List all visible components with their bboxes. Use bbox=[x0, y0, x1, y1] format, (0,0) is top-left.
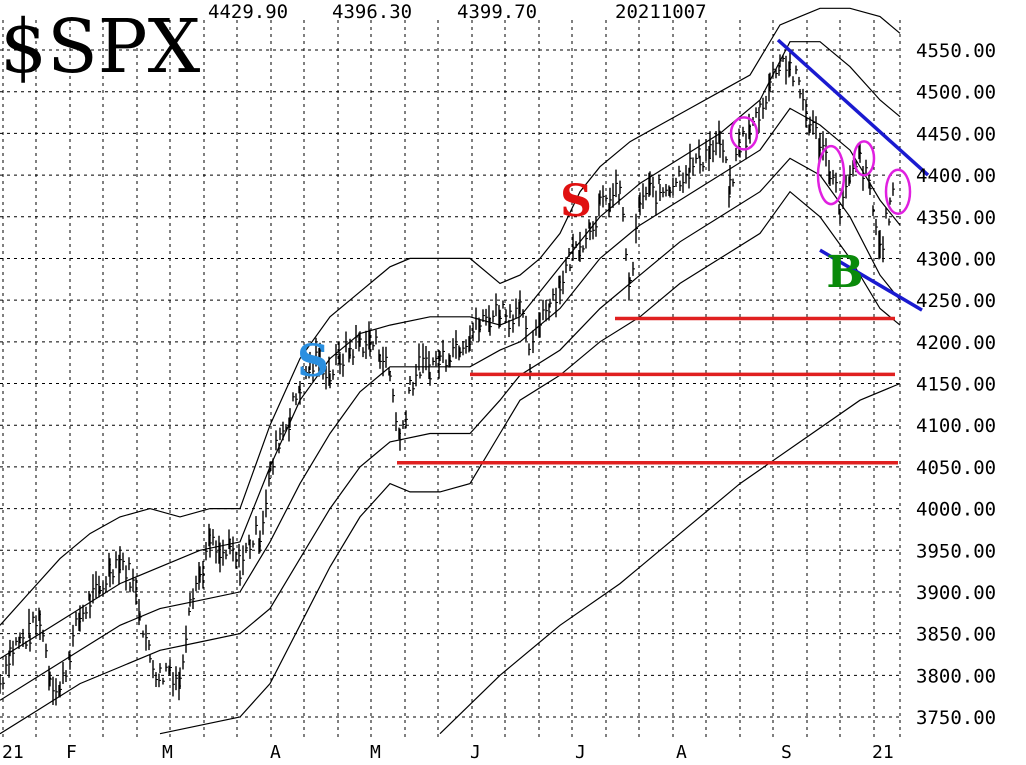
y-tick-label: 4000.00 bbox=[916, 499, 996, 521]
middle-band-line bbox=[0, 107, 901, 701]
signal-label: B bbox=[826, 247, 863, 298]
trend-line bbox=[776, 38, 930, 177]
signal-label: S bbox=[297, 336, 329, 387]
chart-title: $SPX bbox=[0, 4, 201, 90]
y-tick-label: 4400.00 bbox=[916, 165, 996, 187]
x-tick-label: 21 bbox=[872, 742, 894, 763]
x-tick-label: A bbox=[270, 742, 281, 763]
x-tick-label: F bbox=[66, 742, 77, 763]
x-tick-label: J bbox=[575, 742, 586, 763]
y-tick-label: 4500.00 bbox=[916, 82, 996, 104]
highlight-ellipse bbox=[816, 144, 846, 206]
x-tick-label: A bbox=[676, 742, 687, 763]
upper-band-line bbox=[0, 7, 901, 626]
x-tick-label: S bbox=[781, 742, 792, 763]
long-moving-average-line bbox=[439, 382, 901, 735]
header-low: 4396.30 bbox=[332, 1, 412, 23]
y-tick-label: 3800.00 bbox=[916, 665, 996, 687]
x-tick-label: 21 bbox=[2, 742, 24, 763]
y-tick-label: 4550.00 bbox=[916, 40, 996, 62]
lower-band-line bbox=[159, 190, 901, 735]
annotations: S S B bbox=[297, 38, 930, 465]
y-tick-label: 4350.00 bbox=[916, 207, 996, 229]
header-date: 20211007 bbox=[615, 1, 707, 23]
y-tick-label: 4450.00 bbox=[916, 123, 996, 145]
y-axis-labels: 4550.00 4500.00 4450.00 4400.00 4350.00 4300.… bbox=[916, 40, 996, 729]
highlight-ellipse bbox=[729, 116, 759, 151]
x-tick-label: M bbox=[370, 742, 381, 763]
x-axis-labels: 21 F M A M J J A S 21 bbox=[2, 742, 894, 763]
y-tick-label: 4300.00 bbox=[916, 248, 996, 270]
x-tick-label: J bbox=[470, 742, 481, 763]
y-tick-label: 3900.00 bbox=[916, 582, 996, 604]
grid bbox=[0, 20, 901, 740]
y-tick-label: 4250.00 bbox=[916, 290, 996, 312]
highlight-ellipse bbox=[852, 140, 876, 177]
y-tick-label: 4050.00 bbox=[916, 457, 996, 479]
y-tick-label: 4150.00 bbox=[916, 374, 996, 396]
y-tick-label: 4200.00 bbox=[916, 332, 996, 354]
inner-lower-band-line bbox=[0, 157, 901, 735]
y-tick-label: 3850.00 bbox=[916, 624, 996, 646]
y-tick-label: 3750.00 bbox=[916, 707, 996, 729]
y-tick-label: 3950.00 bbox=[916, 540, 996, 562]
signal-label: S bbox=[560, 176, 592, 227]
trend-line bbox=[819, 248, 923, 312]
price-bars bbox=[0, 49, 895, 706]
y-tick-label: 4100.00 bbox=[916, 415, 996, 437]
highlight-ellipse bbox=[884, 168, 912, 215]
header-high: 4429.90 bbox=[208, 1, 288, 23]
header-close: 4399.70 bbox=[457, 1, 537, 23]
x-tick-label: M bbox=[162, 742, 173, 763]
